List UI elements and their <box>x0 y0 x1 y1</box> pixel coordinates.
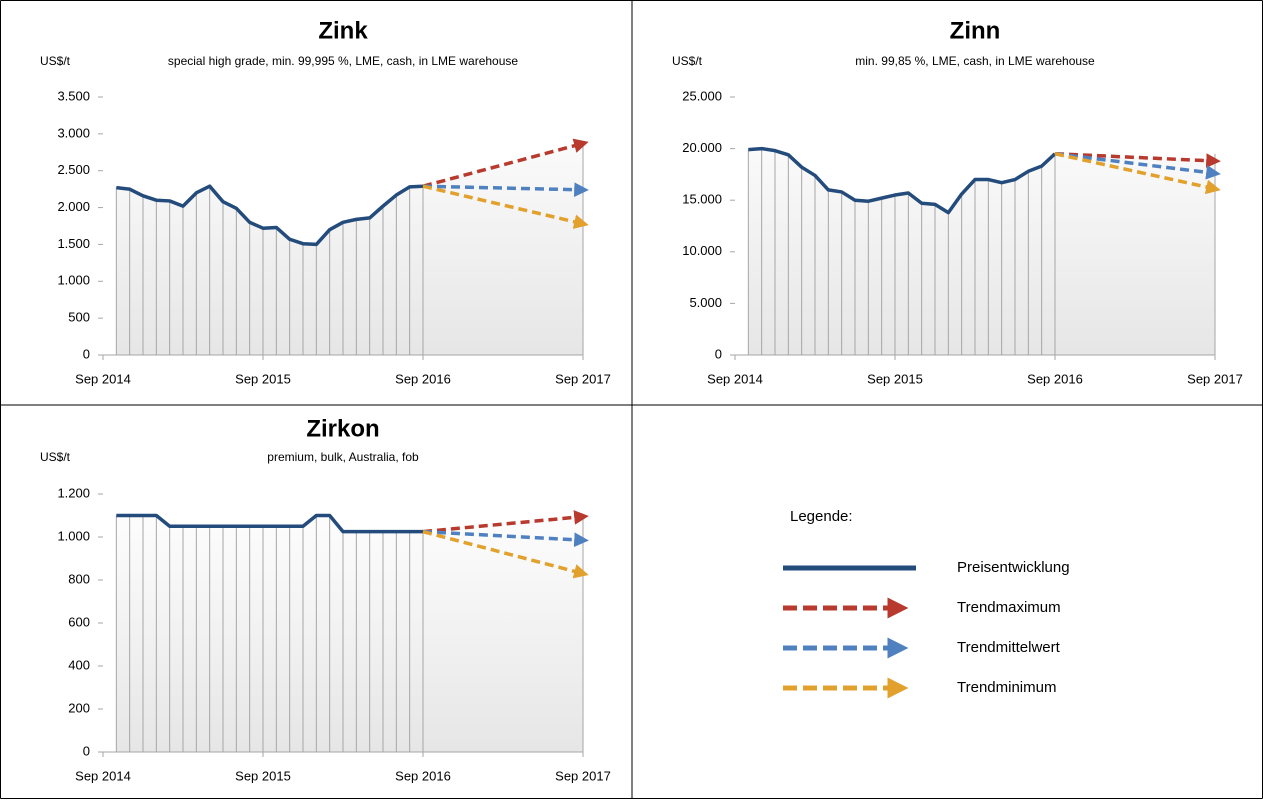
y-tick-label: 15.000 <box>682 192 722 207</box>
y-tick-label: 400 <box>68 657 90 672</box>
legend-label: Trendmittelwert <box>957 639 1061 656</box>
y-tick-label: 3.000 <box>57 125 90 140</box>
legend-label: Trendminimum <box>957 679 1056 696</box>
y-tick-label: 5.000 <box>689 295 722 310</box>
x-tick-label: Sep 2016 <box>395 768 451 783</box>
price-line <box>748 146 1057 215</box>
trend-line <box>1054 152 1221 168</box>
price-line <box>116 184 424 247</box>
x-tick-label: Sep 2015 <box>235 768 291 783</box>
y-tick-label: 600 <box>68 614 90 629</box>
legend-label: Trendmaximum <box>957 599 1061 616</box>
trend-line <box>422 529 589 548</box>
y-tick-label: 800 <box>68 571 90 586</box>
chart-subtitle: premium, bulk, Australia, fob <box>267 450 419 464</box>
trend-line <box>422 510 589 534</box>
y-tick-label: 25.000 <box>682 88 722 103</box>
x-tick-label: Sep 2017 <box>555 371 611 386</box>
chart-title: Zink <box>318 17 368 44</box>
y-tick-label: 1.000 <box>57 273 90 288</box>
chart-subtitle: min. 99,85 %, LME, cash, in LME warehous… <box>855 54 1095 68</box>
y-tick-label: 1.000 <box>57 528 90 543</box>
area-fill <box>423 531 583 752</box>
area-fill <box>116 186 423 355</box>
area-fill <box>116 515 423 752</box>
x-tick-label: Sep 2014 <box>75 371 131 386</box>
x-tick-label: Sep 2015 <box>235 371 291 386</box>
legend-label: Preisentwicklung <box>957 559 1070 576</box>
y-tick-label: 500 <box>68 310 90 325</box>
y-tick-label: 1.200 <box>57 485 90 500</box>
x-tick-label: Sep 2015 <box>867 371 923 386</box>
chart-title: Zinn <box>950 17 1001 44</box>
y-tick-label: 10.000 <box>682 243 722 258</box>
y-axis-label: US$/t <box>672 54 703 68</box>
x-tick-label: Sep 2017 <box>1187 371 1243 386</box>
y-tick-label: 200 <box>68 700 90 715</box>
price-line <box>116 513 423 534</box>
x-tick-label: Sep 2014 <box>707 371 763 386</box>
y-tick-label: 0 <box>715 346 722 361</box>
chart-subtitle: special high grade, min. 99,995 %, LME, … <box>168 54 519 68</box>
trend-line <box>1054 152 1221 180</box>
y-axis-label: US$/t <box>40 450 71 464</box>
trend-line <box>422 182 589 198</box>
area-fill <box>748 148 1055 355</box>
area-fill <box>1055 153 1215 355</box>
y-tick-label: 3.500 <box>57 88 90 103</box>
y-tick-label: 2.500 <box>57 162 90 177</box>
x-tick-label: Sep 2016 <box>1027 371 1083 386</box>
y-tick-label: 1.500 <box>57 236 90 251</box>
y-tick-label: 20.000 <box>682 140 722 155</box>
x-tick-label: Sep 2016 <box>395 371 451 386</box>
chart-title: Zirkon <box>306 415 379 442</box>
y-tick-label: 2.000 <box>57 199 90 214</box>
y-tick-label: 0 <box>83 346 90 361</box>
area-fill <box>423 186 583 355</box>
x-tick-label: Sep 2017 <box>555 768 611 783</box>
y-tick-label: 0 <box>83 743 90 758</box>
legend-title: Legende: <box>790 508 853 525</box>
x-tick-label: Sep 2014 <box>75 768 131 783</box>
y-axis-label: US$/t <box>40 54 71 68</box>
